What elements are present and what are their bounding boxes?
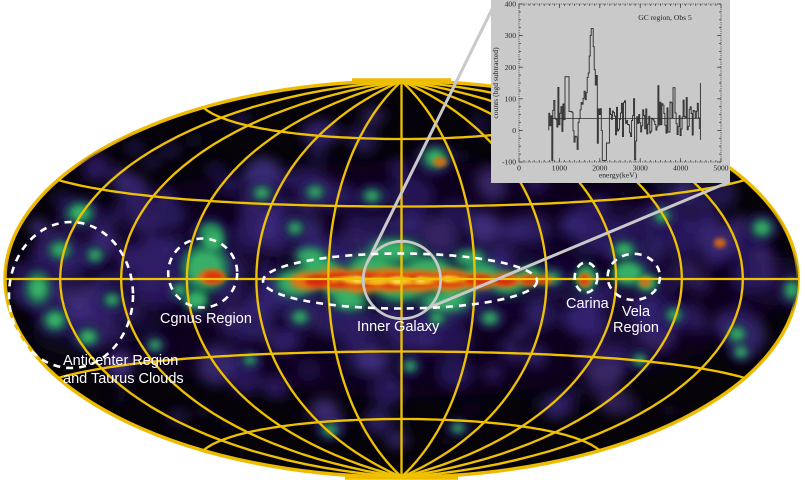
svg-text:2000: 2000	[592, 164, 607, 173]
svg-text:4000: 4000	[673, 164, 688, 173]
svg-text:5000: 5000	[713, 164, 728, 173]
svg-text:400: 400	[505, 0, 517, 9]
svg-text:-100: -100	[502, 158, 516, 167]
svg-text:1000: 1000	[552, 164, 567, 173]
svg-text:energy(keV): energy(keV)	[599, 171, 638, 180]
svg-text:0: 0	[517, 164, 521, 173]
svg-text:100: 100	[505, 94, 517, 103]
svg-text:counts (bgd subtracted): counts (bgd subtracted)	[491, 47, 500, 119]
svg-text:3000: 3000	[633, 164, 648, 173]
svg-text:0: 0	[512, 126, 516, 135]
svg-text:GC region, Obs 5: GC region, Obs 5	[638, 13, 692, 22]
svg-text:200: 200	[505, 63, 517, 72]
svg-text:300: 300	[505, 31, 517, 40]
